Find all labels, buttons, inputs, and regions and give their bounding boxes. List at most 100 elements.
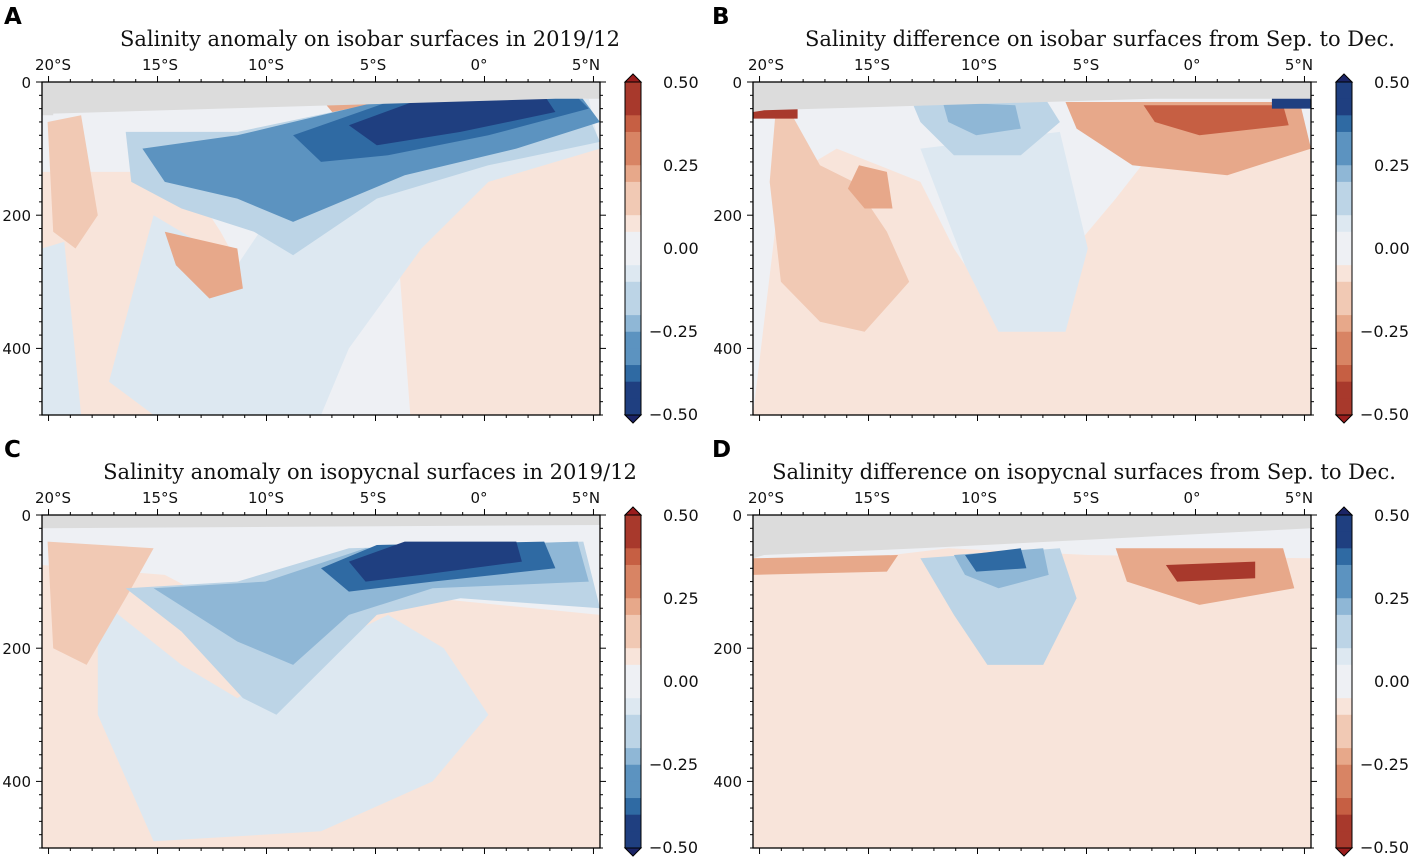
panel-d: D Salinity difference on isopycnal surfa… xyxy=(712,437,1410,857)
colorbar: 0.50 0.25 0.00 −0.25 −0.50 xyxy=(623,506,699,857)
colorbar-tick-label: 0.00 xyxy=(1374,239,1410,258)
colorbar-swatch xyxy=(625,581,641,599)
y-tick-label: 400 xyxy=(2,773,31,791)
colorbar-swatch xyxy=(1336,598,1352,616)
x-tick-label: 15°S xyxy=(142,56,178,74)
colorbar-swatch xyxy=(625,831,641,849)
panel-a: A Salinity anomaly on isobar surfaces in… xyxy=(2,4,698,424)
x-tick-label: 5°N xyxy=(572,489,600,507)
colorbar-swatch xyxy=(1336,398,1352,416)
colorbar-swatch xyxy=(1336,731,1352,749)
colorbar-swatch xyxy=(625,298,641,316)
x-tick-label: 5°N xyxy=(572,56,600,74)
y-tick-label: 400 xyxy=(713,340,742,358)
missing-data-mask xyxy=(42,82,600,116)
x-tick-label: 0° xyxy=(1183,56,1200,74)
colorbar-swatches xyxy=(625,82,641,416)
colorbar-swatch xyxy=(1336,215,1352,233)
colorbar-tick-label: −0.50 xyxy=(649,838,698,857)
x-tick-label: 10°S xyxy=(248,489,284,507)
plot-area xyxy=(753,82,1311,415)
y-axis: 0 200 400 xyxy=(713,507,1317,849)
x-axis: 20°S 15°S 10°S 5°S 0° 5°N xyxy=(35,56,600,421)
colorbar-tick-label: 0.00 xyxy=(1374,672,1410,691)
colorbar-swatch xyxy=(1336,98,1352,116)
negative-anomaly-region xyxy=(1143,105,1289,136)
colorbar-swatch xyxy=(1336,315,1352,333)
positive-anomaly-region xyxy=(164,231,243,299)
plot-frame xyxy=(752,514,1312,849)
colorbar-swatch xyxy=(625,598,641,616)
colorbar-swatch xyxy=(625,331,641,349)
colorbar-swatch xyxy=(625,564,641,583)
x-ticks xyxy=(759,509,1305,854)
x-tick-label: 15°S xyxy=(854,56,890,74)
colorbar-swatch xyxy=(1336,631,1352,649)
colorbar-swatch xyxy=(625,548,641,566)
colorbar-tick-label: −0.25 xyxy=(649,322,698,341)
positive-anomaly-region xyxy=(920,131,1088,332)
colorbar-tick-label: 0.00 xyxy=(663,672,699,691)
colorbar-swatch xyxy=(1336,82,1352,100)
positive-anomaly-region xyxy=(942,102,1021,136)
colorbar-swatch xyxy=(1336,331,1352,349)
x-tick-label: 20°S xyxy=(35,56,71,74)
x-ticks xyxy=(759,76,1305,421)
y-tick-label: 400 xyxy=(2,340,31,358)
panel-b: B Salinity difference on isobar surfaces… xyxy=(712,4,1410,424)
colorbar-swatch xyxy=(1336,831,1352,849)
x-ticks xyxy=(48,76,594,421)
negative-anomaly-region xyxy=(1165,561,1256,582)
colorbar-swatch xyxy=(1336,248,1352,266)
colorbar-swatch xyxy=(1336,814,1352,832)
colorbar-bottom-arrow xyxy=(623,414,643,424)
colorbar-swatch xyxy=(1336,581,1352,599)
x-tick-label: 10°S xyxy=(961,56,997,74)
negative-anomaly-region xyxy=(769,115,910,332)
salinity-field xyxy=(42,82,600,415)
colorbar-tick-label: −0.50 xyxy=(1360,838,1409,857)
salinity-field xyxy=(753,515,1311,848)
colorbar-swatch xyxy=(1336,148,1352,166)
x-tick-label: 15°S xyxy=(142,489,178,507)
negative-anomaly-region xyxy=(348,541,522,582)
plot-frame xyxy=(752,81,1312,416)
y-tick-label: 200 xyxy=(2,207,31,225)
x-tick-label: 20°S xyxy=(748,489,784,507)
panel-title: Salinity anomaly on isobar surfaces in 2… xyxy=(120,27,620,51)
colorbar-top-arrow xyxy=(623,506,643,516)
colorbar-swatch xyxy=(625,348,641,366)
colorbar-swatch xyxy=(1336,281,1352,299)
colorbar-swatch xyxy=(625,165,641,183)
colorbar-swatch xyxy=(625,764,641,782)
plot-area xyxy=(753,515,1311,848)
colorbar-swatch xyxy=(625,315,641,333)
colorbar-swatch xyxy=(625,82,641,100)
colorbar-swatch xyxy=(1336,531,1352,549)
plot-area xyxy=(42,82,600,415)
negative-anomaly-region xyxy=(753,555,899,575)
panel-letter: A xyxy=(4,4,22,30)
colorbar-swatch xyxy=(1336,181,1352,200)
y-tick-label: 200 xyxy=(713,207,742,225)
colorbar-swatch xyxy=(1336,265,1352,283)
salinity-field xyxy=(42,515,600,848)
y-ticks xyxy=(36,514,606,849)
y-tick-label: 0 xyxy=(732,74,742,92)
panel-c: C Salinity anomaly on isopycnal surfaces… xyxy=(2,437,698,857)
colorbar-tick-label: 0.00 xyxy=(663,239,699,258)
colorbar-swatch xyxy=(625,714,641,732)
y-axis: 0 200 400 xyxy=(2,74,606,416)
colorbar-swatch xyxy=(1336,798,1352,816)
x-tick-label: 10°S xyxy=(961,489,997,507)
negative-anomaly-region xyxy=(847,165,893,209)
colorbar-tick-label: 0.50 xyxy=(663,73,699,92)
colorbar-swatch xyxy=(1336,698,1352,716)
colorbar-swatch xyxy=(625,648,641,666)
y-tick-label: 0 xyxy=(21,507,31,525)
y-tick-label: 0 xyxy=(21,74,31,92)
colorbar-tick-label: 0.50 xyxy=(663,506,699,525)
negative-anomaly-region xyxy=(109,98,600,415)
y-axis: 0 200 400 xyxy=(2,507,606,849)
